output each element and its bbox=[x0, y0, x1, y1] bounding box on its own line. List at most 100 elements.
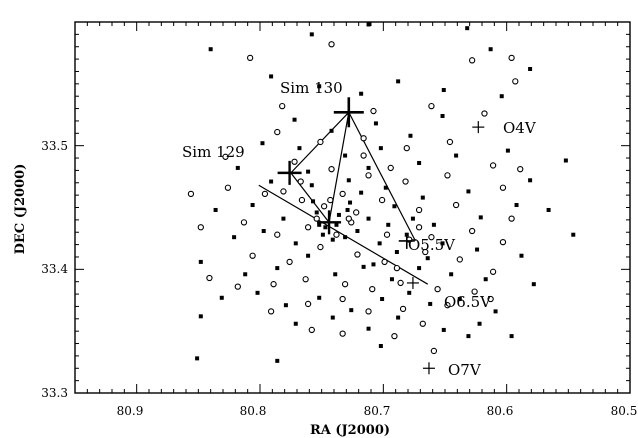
data-point-open bbox=[452, 201, 460, 209]
data-point-filled bbox=[306, 169, 311, 174]
data-point-open bbox=[234, 283, 241, 290]
data-point-filled bbox=[198, 259, 203, 264]
data-point-filled bbox=[320, 232, 325, 237]
data-point-filled bbox=[478, 215, 483, 220]
data-point-filled bbox=[361, 264, 366, 269]
data-point-open bbox=[402, 178, 409, 185]
label-o4v: O4V bbox=[503, 119, 537, 137]
data-point-filled bbox=[345, 207, 350, 212]
data-point-open bbox=[365, 172, 372, 179]
data-point-open bbox=[499, 238, 507, 246]
data-point-open bbox=[222, 153, 229, 160]
data-point-filled bbox=[466, 189, 471, 194]
data-point-open bbox=[422, 248, 429, 256]
data-point-open bbox=[399, 305, 407, 313]
data-point-filled bbox=[330, 315, 335, 320]
data-point-open bbox=[456, 256, 463, 263]
data-point-filled bbox=[493, 309, 498, 314]
data-point-open bbox=[391, 332, 398, 340]
data-point-open bbox=[369, 285, 376, 293]
data-point-filled bbox=[243, 272, 248, 277]
data-point-open bbox=[317, 243, 324, 251]
label-sim-130: Sim 130 bbox=[280, 79, 343, 97]
data-point-filled bbox=[392, 204, 397, 209]
data-point-open bbox=[308, 326, 315, 334]
star-markers bbox=[277, 97, 485, 375]
data-point-filled bbox=[417, 266, 422, 271]
data-point-filled bbox=[235, 165, 240, 170]
data-point-open bbox=[197, 224, 204, 231]
data-point-open bbox=[249, 252, 256, 259]
y-tick-label-33.3: 33.3 bbox=[41, 386, 68, 400]
data-point-open bbox=[304, 224, 312, 231]
data-point-open bbox=[468, 227, 476, 235]
data-point-open bbox=[333, 231, 340, 238]
data-point-filled bbox=[509, 334, 514, 339]
data-point-open bbox=[517, 166, 524, 173]
connector-lines bbox=[258, 111, 429, 285]
data-point-filled bbox=[378, 344, 383, 349]
data-point-open bbox=[428, 102, 435, 110]
data-point-filled bbox=[466, 334, 471, 339]
data-point-filled bbox=[329, 128, 334, 133]
data-point-open bbox=[354, 251, 361, 258]
data-point-open bbox=[508, 215, 515, 222]
data-point-filled bbox=[198, 314, 203, 319]
data-point-open bbox=[280, 188, 287, 195]
data-point-open bbox=[274, 128, 281, 136]
data-point-open bbox=[489, 162, 497, 169]
data-point-open bbox=[313, 215, 320, 222]
data-point-filled bbox=[410, 216, 415, 221]
data-point-filled bbox=[281, 216, 286, 221]
data-point-filled bbox=[505, 148, 510, 153]
data-point-open bbox=[415, 206, 423, 214]
data-point-open bbox=[339, 295, 346, 303]
connector-line bbox=[328, 112, 350, 223]
data-point-open bbox=[360, 152, 367, 159]
data-point-open bbox=[428, 234, 435, 241]
label-sim-129: Sim 129 bbox=[182, 143, 245, 161]
label-o5-5v: O5.5V bbox=[408, 236, 456, 254]
data-point-filled bbox=[475, 247, 480, 252]
data-point-filled bbox=[373, 121, 378, 126]
data-point-filled bbox=[488, 47, 493, 52]
data-point-filled bbox=[317, 84, 322, 89]
data-point-open bbox=[365, 308, 372, 315]
data-point-filled bbox=[213, 207, 218, 212]
data-point-filled bbox=[454, 153, 459, 158]
data-point-open bbox=[339, 190, 346, 198]
data-point-filled bbox=[449, 272, 454, 277]
x-axis-label: RA (J2000) bbox=[310, 423, 390, 438]
data-point-filled bbox=[293, 241, 298, 246]
data-point-open bbox=[279, 102, 286, 110]
data-point-filled bbox=[571, 232, 576, 237]
data-point-filled bbox=[465, 26, 470, 31]
data-point-filled bbox=[431, 222, 436, 227]
data-point-filled bbox=[394, 250, 399, 255]
data-point-open bbox=[274, 231, 281, 238]
data-point-filled bbox=[255, 290, 260, 295]
data-point-filled bbox=[389, 277, 394, 282]
data-point-open bbox=[508, 54, 515, 62]
data-point-open bbox=[487, 295, 494, 303]
data-point-filled bbox=[514, 203, 519, 208]
data-point-open bbox=[297, 178, 304, 185]
data-point-filled bbox=[519, 253, 524, 258]
data-point-open bbox=[397, 279, 404, 287]
data-point-filled bbox=[441, 88, 446, 93]
label-o7v: O7V bbox=[448, 361, 482, 379]
data-point-filled bbox=[396, 315, 401, 320]
data-point-filled bbox=[330, 237, 335, 242]
data-point-open bbox=[246, 54, 254, 62]
data-point-filled bbox=[349, 308, 354, 313]
data-point-filled bbox=[260, 141, 265, 146]
data-point-open bbox=[481, 110, 488, 117]
data-point-open bbox=[378, 196, 386, 204]
axis-ticks bbox=[74, 21, 631, 394]
data-point-filled bbox=[317, 222, 322, 227]
x-tick-label-80.6: 80.6 bbox=[487, 404, 514, 418]
x-tick-label-80.7: 80.7 bbox=[364, 404, 391, 418]
data-point-open bbox=[270, 281, 277, 288]
data-point-filled bbox=[383, 185, 388, 190]
data-point-filled bbox=[317, 295, 322, 300]
